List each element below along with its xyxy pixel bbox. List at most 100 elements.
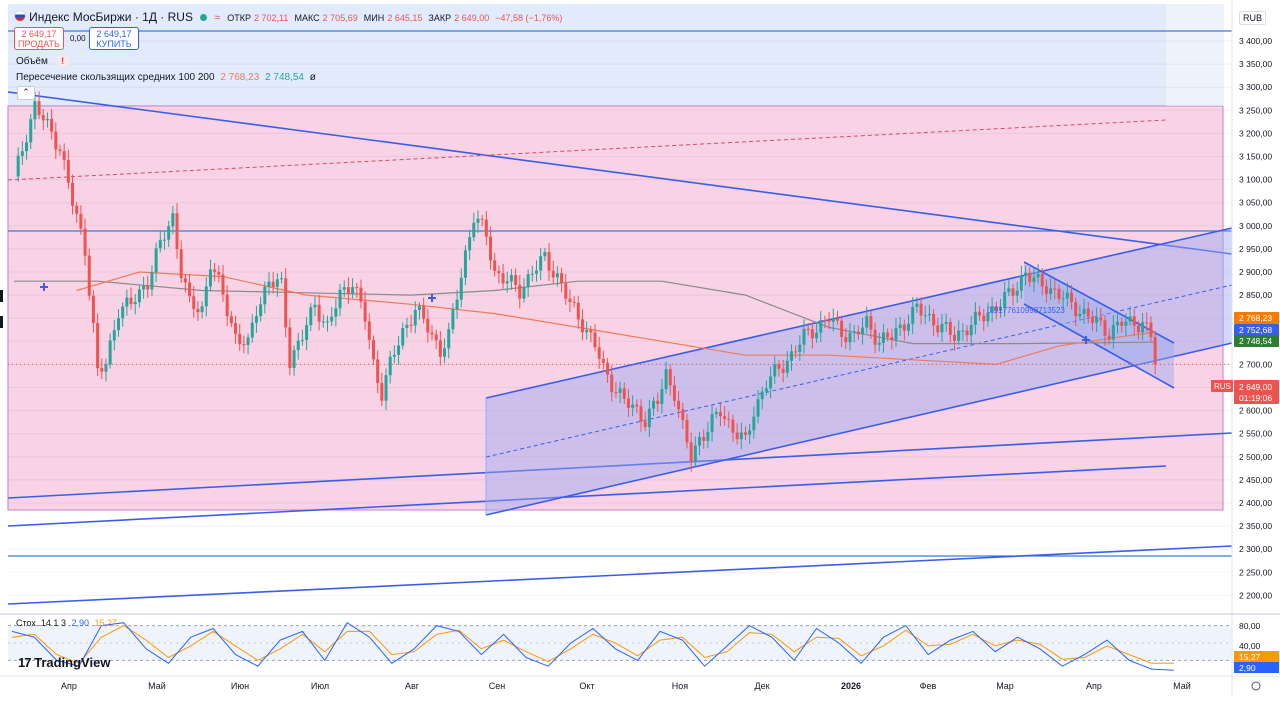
zone-tail [1166,4,1224,106]
candle-body [873,329,877,345]
sma200-line [14,280,1156,345]
candle-body [284,278,288,328]
candle-body [1040,273,1044,287]
time-tick-label: Май [148,681,166,691]
buy-button[interactable]: 2 649,17 КУПИТЬ [89,27,139,50]
low-value: 2 645,15 [387,13,423,23]
candle-body [907,323,911,331]
candle-body [217,271,221,275]
candle-body [196,308,200,313]
candle-body [744,432,747,435]
candle-body [890,337,894,340]
candle-body [271,281,275,287]
stoch-value-2: 15,27 [94,618,118,628]
candle-body [225,294,229,317]
price-tick-label: 2 450,00 [1239,475,1272,485]
candle-body [898,324,902,329]
ma-value-1: 2 768,23 [220,72,260,83]
price-tick-label: 3 000,00 [1239,221,1272,231]
candle-body [1011,288,1015,296]
candle-body [334,308,338,317]
candle-body [551,270,555,278]
price-tick-label: 2 250,00 [1239,567,1272,577]
candle-body [188,282,192,297]
candle-body [936,325,940,333]
candle-body [96,323,100,369]
currency-label[interactable]: RUB [1239,11,1267,25]
candle-body [45,118,49,121]
last-price-box [1234,380,1279,404]
sell-label: ПРОДАТЬ [18,39,60,49]
price-tick-label: 2 950,00 [1239,244,1272,254]
symbol-tag-box [1211,380,1233,392]
candle-body [137,289,141,303]
candle-body [1116,321,1120,326]
symbol-title[interactable]: Индекс МосБиржи · 1Д · RUS [29,10,193,24]
candle-body [572,301,576,303]
candle-body [681,409,685,420]
candle-body [1003,292,1007,307]
candle-body [1061,298,1065,300]
candle-body [54,131,58,150]
candle-body [484,219,488,237]
candle-body [693,445,697,462]
time-tick-label: Ноя [672,681,689,691]
candle-body [756,399,760,417]
candle-body [986,312,990,322]
candle-body [785,360,789,373]
down-channel-fill [1024,262,1174,388]
ma-value-2: 2 748,54 [265,72,304,83]
candle-body [978,311,982,316]
candle-body [1090,316,1094,323]
candle-body [718,411,722,417]
stoch-d-tag-box [1234,662,1279,673]
candle-body [530,273,534,275]
candle-body [685,419,689,443]
candle-body [994,306,998,311]
candle-body [710,414,714,432]
high-label: МАКС [294,13,320,23]
channel-mid-line [485,284,1233,458]
price-tick-label: 3 100,00 [1239,175,1272,185]
down-channel-upper [1023,261,1175,344]
candle-body [309,307,313,326]
candle-body [514,275,518,285]
candle-body [376,359,380,383]
candle-body [50,118,54,132]
candle-body [459,277,463,300]
hide-icon[interactable]: ø [309,72,316,83]
candle-body [1028,272,1032,282]
ma100-price-tag: 2 768,23 [1239,313,1272,323]
candle-body [1132,316,1136,326]
candle-body [927,313,931,316]
candle-body [158,239,162,249]
price-tick-label: 2 350,00 [1239,521,1272,531]
time-tick-label: Май [1173,681,1191,691]
settings-gear-icon[interactable] [1251,681,1261,691]
candle-body [1049,288,1053,294]
candle-body [25,142,29,152]
candle-body [505,281,509,284]
ma-indicator-row[interactable]: Пересечение скользящих средних 100 200 2… [16,72,316,83]
warning-icon[interactable]: ! [56,55,69,67]
candle-body [535,270,538,274]
candle-body [877,342,881,345]
stoch-indicator-row[interactable]: Стох. 14 1 3 2,90 15,27 [16,618,117,628]
tradingview-logo[interactable]: 17 TradingView [18,655,110,670]
candle-body [932,313,936,326]
ma-label: Пересечение скользящих средних 100 200 [16,72,215,83]
candle-body [313,304,317,308]
candle-body [748,430,752,435]
time-tick-label: Авг [405,681,420,691]
candle-body [831,318,835,322]
cross-marker [1082,336,1090,344]
flag-icon [14,10,26,22]
candle-body [1074,302,1078,317]
volume-indicator-row[interactable]: Объём ! [16,55,69,67]
candle-body [1007,288,1011,293]
candle-body [371,339,375,360]
sell-button[interactable]: 2 649,17 ПРОДАТЬ [14,27,64,50]
collapse-legend-button[interactable]: ⌃ [17,86,35,100]
